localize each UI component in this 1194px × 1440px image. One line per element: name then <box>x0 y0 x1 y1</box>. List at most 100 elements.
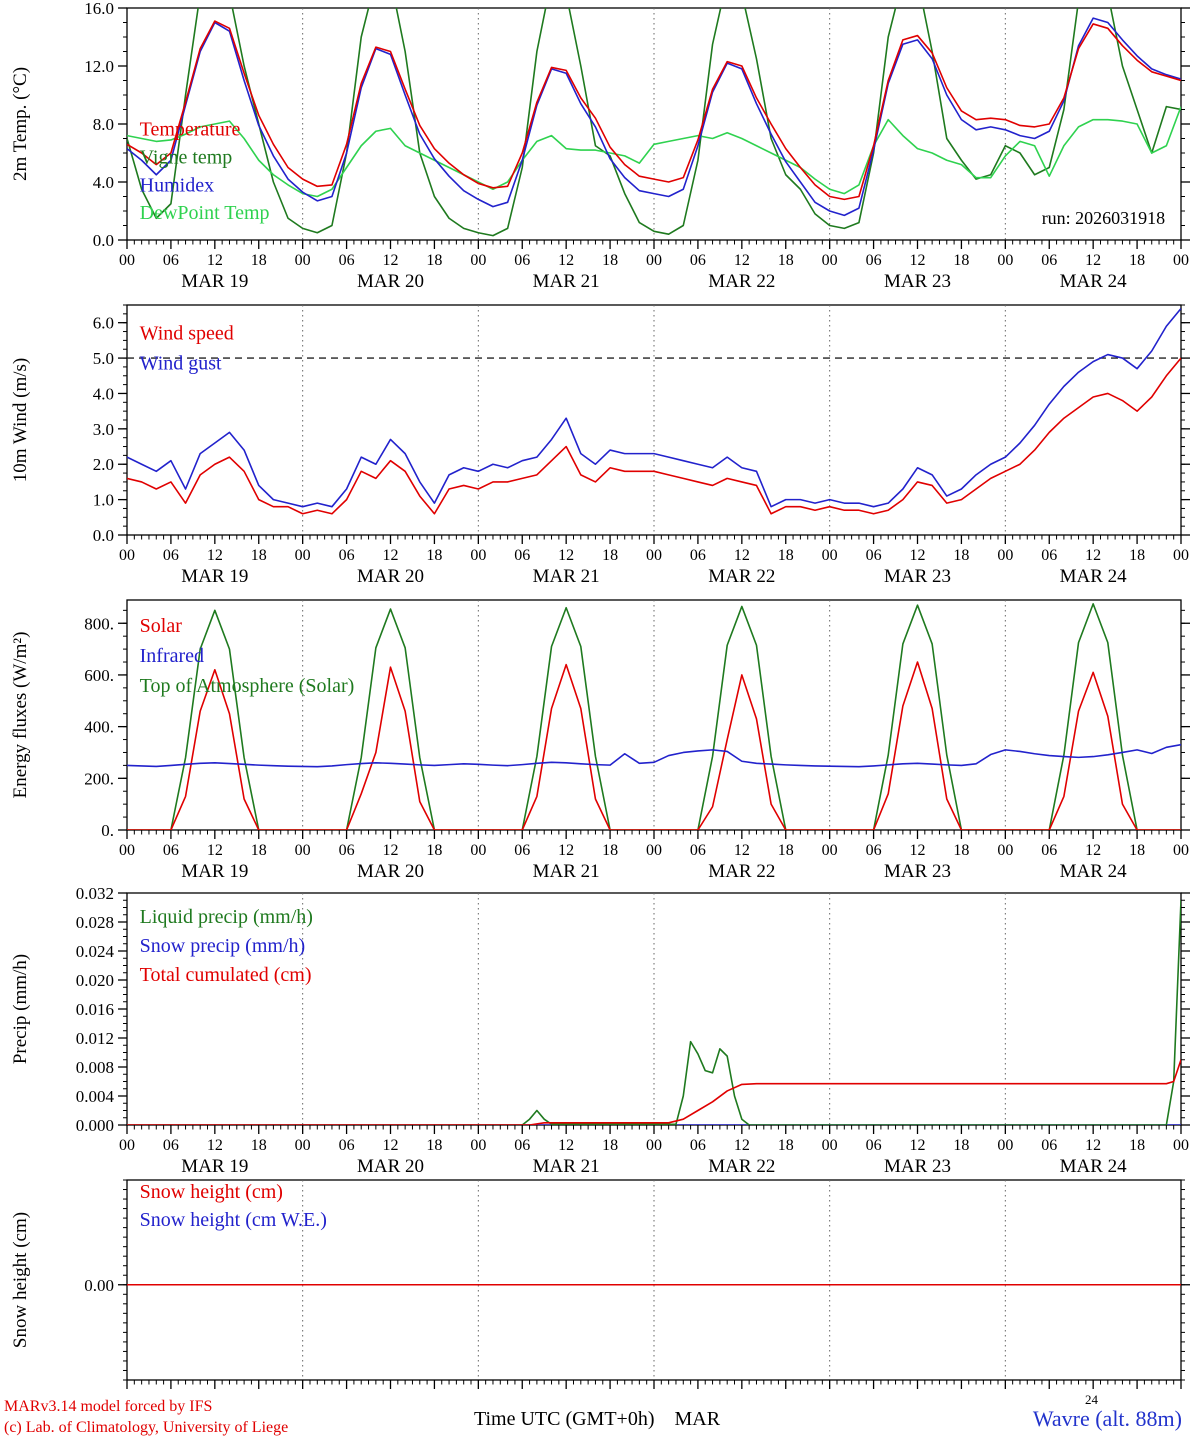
day-label: MAR 24 <box>1060 1156 1128 1175</box>
legend-top-of-atmosphere-solar-: Top of Atmosphere (Solar) <box>140 675 355 697</box>
day-label: MAR 20 <box>357 566 424 587</box>
day-separators <box>302 8 1006 240</box>
day-separators <box>302 1180 1006 1380</box>
y-tick-label: 4.0 <box>93 384 114 403</box>
x-tick-label: 12 <box>734 1137 750 1154</box>
series-wind-gust <box>127 308 1181 508</box>
wind-chart: 0.0 1.0 2.0 3.0 4.0 5.0 6.0 00 06 12 18 00 06 12 18 00 0… <box>10 304 1190 587</box>
x-tick-label: 18 <box>1129 252 1145 269</box>
x-tick-label: 00 <box>822 252 838 269</box>
legend-wind-gust: Wind gust <box>140 352 222 374</box>
axis-labels: 0.0 4.0 8.0 12.0 16.0 00 06 12 18 00 06 12 18 00 06 12 1… <box>84 0 1189 292</box>
x-tick-label: 18 <box>1129 1137 1145 1154</box>
y-tick-label: 0.012 <box>76 1029 114 1048</box>
series-group <box>127 308 1181 515</box>
legend-vigne-temp: Vigne temp <box>140 146 233 168</box>
snow-panel: 0.00 Snow height (cm) Snow height (cm) Snow… <box>0 1175 1194 1392</box>
x-tick-label: 06 <box>866 842 882 859</box>
x-tick-label: 18 <box>1129 547 1145 564</box>
x-tick-label: 00 <box>119 1137 135 1154</box>
temp-chart: 0.0 4.0 8.0 12.0 16.0 00 06 12 18 00 06 12 18 00 06 12 1… <box>10 0 1190 292</box>
day-label: MAR 19 <box>181 566 248 587</box>
y-axis-title: 10m Wind (m/s) <box>10 358 31 483</box>
x-tick-label: 12 <box>207 252 223 269</box>
axis-labels: 0.00 <box>84 1276 114 1295</box>
x-tick-label: 00 <box>119 252 135 269</box>
credit-line-2: (c) Lab. of Climatology, University of L… <box>4 1419 289 1436</box>
y-tick-label: 800. <box>84 614 114 633</box>
run-label: run: 2026031918 <box>1042 208 1166 228</box>
axis-ticks <box>118 304 1190 544</box>
y-tick-label: 400. <box>84 718 114 737</box>
x-tick-label: 18 <box>426 547 442 564</box>
x-tick-label: 18 <box>602 547 618 564</box>
x-tick-label: 00 <box>646 842 662 859</box>
y-tick-label: 16.0 <box>84 0 114 18</box>
day-separators <box>302 305 1006 535</box>
legend-wind-speed: Wind speed <box>140 323 234 345</box>
x-tick-label: 00 <box>1173 1137 1189 1154</box>
series-humidex <box>127 17 1181 217</box>
x-tick-label: 12 <box>383 252 399 269</box>
day-label: MAR 20 <box>357 861 424 882</box>
day-separators <box>302 600 1006 830</box>
x-tick-label: 12 <box>910 842 926 859</box>
y-tick-label: 1.0 <box>93 491 114 510</box>
y-axis-title: Snow height (cm) <box>10 1212 31 1348</box>
footer: MARv3.14 model forced by IFS (c) Lab. of… <box>0 1392 1194 1440</box>
x-tick-label: 00 <box>646 1137 662 1154</box>
day-label: MAR 21 <box>533 566 600 587</box>
x-tick-label: 12 <box>383 1137 399 1154</box>
x-tick-label: 06 <box>866 1137 882 1154</box>
x-tick-label: 06 <box>690 842 706 859</box>
x-tick-label: 06 <box>339 252 355 269</box>
day-label: MAR 20 <box>357 1156 424 1175</box>
legend-infrared: Infrared <box>140 645 204 667</box>
legend-snow-height-cm-: Snow height (cm) <box>140 1181 283 1203</box>
axis-labels: 0.0 1.0 2.0 3.0 4.0 5.0 6.0 00 06 12 18 00 06 12 18 00 0… <box>93 314 1189 587</box>
series-temperature <box>127 20 1181 201</box>
x-tick-label: 18 <box>602 1137 618 1154</box>
day-label: MAR 19 <box>181 861 248 882</box>
precip-panel: 0.000 0.004 0.008 0.012 0.016 0.020 0.024 0.028… <box>0 885 1194 1175</box>
x-tick-label: 00 <box>997 842 1013 859</box>
x-tick-label: 06 <box>163 547 179 564</box>
day-label: MAR 22 <box>708 566 775 587</box>
x-tick-label: 12 <box>1085 842 1101 859</box>
axis-ticks <box>118 892 1190 1134</box>
energy-panel: 0. 200. 400. 600. 800. 00 06 12 18 00 06 12 18 00 06 12… <box>0 590 1194 885</box>
x-tick-label: 06 <box>163 252 179 269</box>
x-tick-label: 06 <box>690 252 706 269</box>
day-separators <box>302 893 1006 1125</box>
x-tick-label: 00 <box>1173 547 1189 564</box>
y-tick-label: 2.0 <box>93 455 114 474</box>
y-tick-label: 0.0 <box>93 526 114 545</box>
axis-ticks <box>118 1179 1190 1389</box>
day-label: MAR 23 <box>884 1156 951 1175</box>
x-tick-label: 00 <box>295 252 311 269</box>
legend-solar: Solar <box>140 615 183 637</box>
x-tick-label: 12 <box>1085 547 1101 564</box>
page-number: 24 <box>1085 1392 1098 1407</box>
x-tick-label: 06 <box>690 1137 706 1154</box>
day-label: MAR 23 <box>884 566 951 587</box>
legend-snow-height-cm-w-e-: Snow height (cm W.E.) <box>140 1209 327 1231</box>
wind-panel: 0.0 1.0 2.0 3.0 4.0 5.0 6.0 00 06 12 18 00 06 12 18 00 0… <box>0 295 1194 590</box>
y-tick-label: 0.00 <box>84 1276 114 1295</box>
x-tick-label: 00 <box>119 842 135 859</box>
x-tick-label: 12 <box>558 842 574 859</box>
day-label: MAR 19 <box>181 271 248 292</box>
station-label: Wavre (alt. 88m) <box>1032 1406 1182 1431</box>
series-dewpoint-temp <box>127 106 1181 198</box>
y-tick-label: 200. <box>84 769 114 788</box>
y-tick-label: 8.0 <box>93 115 114 134</box>
y-tick-label: 12.0 <box>84 57 114 76</box>
y-tick-label: 0.008 <box>76 1058 114 1077</box>
x-tick-label: 18 <box>251 842 267 859</box>
x-tick-label: 18 <box>953 1137 969 1154</box>
x-tick-label: 12 <box>207 547 223 564</box>
x-tick-label: 18 <box>1129 842 1145 859</box>
x-tick-label: 18 <box>426 1137 442 1154</box>
x-tick-label: 00 <box>295 842 311 859</box>
x-tick-label: 18 <box>426 252 442 269</box>
